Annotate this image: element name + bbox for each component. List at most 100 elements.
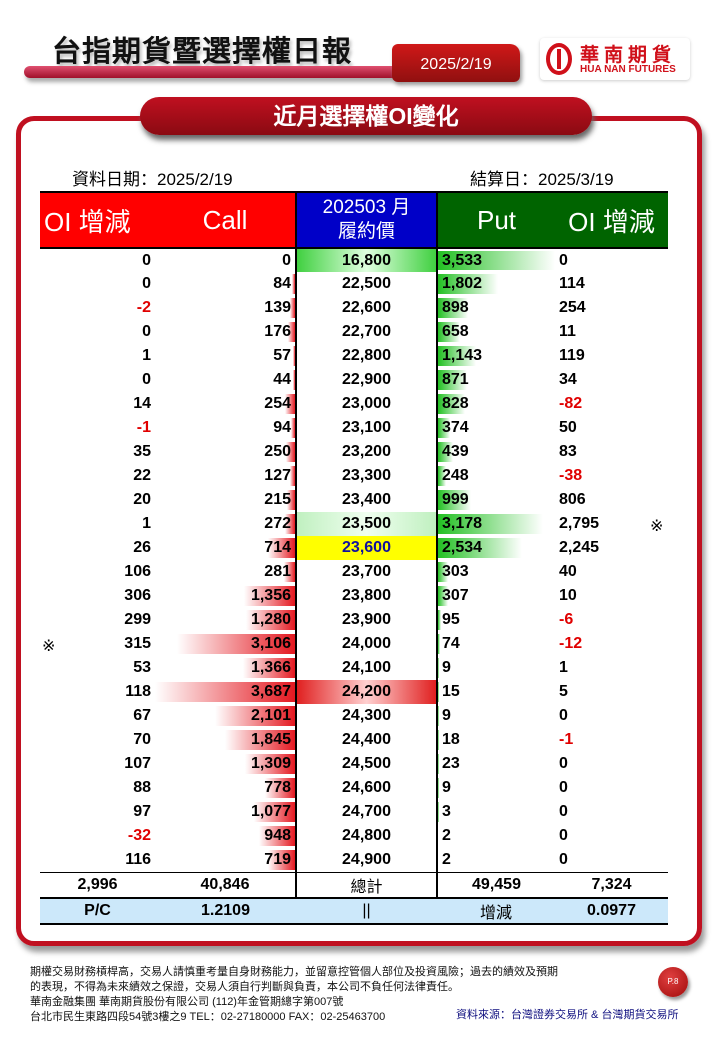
header-strike-label: 履約價 bbox=[337, 221, 395, 242]
call-oi-change: 1 bbox=[142, 515, 151, 532]
call-oi-change: -1 bbox=[136, 419, 151, 436]
call-oi-bar bbox=[286, 490, 295, 510]
call-oi-bar bbox=[291, 418, 295, 438]
put-oi-value: 2,534 bbox=[442, 539, 483, 556]
call-oi-cell: 1,309 bbox=[155, 752, 296, 776]
call-oi-change: 106 bbox=[124, 563, 151, 580]
put-oi-value: 828 bbox=[442, 395, 469, 412]
call-oi-cell: 254 bbox=[155, 392, 296, 416]
put-oi-cell: 9 bbox=[437, 776, 555, 800]
call-oi-value: 1,077 bbox=[250, 803, 291, 820]
call-oi-cell: 176 bbox=[155, 320, 296, 344]
put-oi-value: 74 bbox=[442, 635, 460, 652]
call-oi-bar bbox=[291, 274, 295, 294]
strike-price: 23,500 bbox=[295, 512, 438, 536]
total-put-oi: 7,324 bbox=[555, 871, 668, 898]
put-oi-change: 40 bbox=[559, 563, 577, 580]
totals-row: 2,996 40,846 總計 49,459 7,324 bbox=[40, 871, 668, 898]
put-oi-cell: 9 bbox=[437, 656, 555, 680]
table-row: 67 2,101 24,300 9 0 bbox=[40, 704, 668, 728]
put-oi-change: 0 bbox=[559, 827, 568, 844]
hua-nan-logo: 華南期貨 HUA NAN FUTURES bbox=[540, 38, 690, 80]
put-oi-bar bbox=[438, 634, 441, 654]
put-oi-cell: 3 bbox=[437, 800, 555, 824]
call-oi-cell: 44 bbox=[155, 368, 296, 392]
put-oi-cell: 999 bbox=[437, 488, 555, 512]
call-oi-value: 57 bbox=[273, 347, 291, 364]
put-oi-value: 95 bbox=[442, 611, 460, 628]
data-date: 資料日期：2025/2/19 bbox=[72, 170, 233, 189]
call-oi-change: 97 bbox=[133, 803, 151, 820]
put-oi-bar bbox=[438, 394, 466, 414]
put-oi-value: 1,143 bbox=[442, 347, 483, 364]
call-oi-value: 250 bbox=[264, 443, 291, 460]
put-oi-cell: 3,178 bbox=[437, 512, 555, 536]
call-oi-value: 1,280 bbox=[250, 611, 291, 628]
table-row: -32 948 24,800 2 0 bbox=[40, 824, 668, 848]
strike-price: 23,800 bbox=[295, 584, 438, 608]
table-row: 0 0 16,800 3,533 0 bbox=[40, 248, 668, 272]
table-row: 107 1,309 24,500 23 0 bbox=[40, 752, 668, 776]
call-oi-cell: 1,366 bbox=[155, 656, 296, 680]
call-oi-change: 67 bbox=[133, 707, 151, 724]
put-oi-bar bbox=[438, 370, 467, 390]
table-row: 315 3,106 24,000 74 -12 bbox=[40, 632, 668, 656]
put-oi-bar bbox=[438, 442, 453, 462]
call-oi-bar bbox=[246, 610, 295, 630]
table-row: 1 57 22,800 1,143 119 bbox=[40, 344, 668, 368]
call-oi-value: 215 bbox=[264, 491, 291, 508]
put-oi-change: 50 bbox=[559, 419, 577, 436]
report-title: 台指期貨暨選擇權日報 bbox=[52, 36, 353, 68]
table-row: 88 778 24,600 9 0 bbox=[40, 776, 668, 800]
put-oi-bar bbox=[438, 418, 451, 438]
put-oi-value: 9 bbox=[442, 659, 451, 676]
put-oi-change: 5 bbox=[559, 683, 568, 700]
header-put: Put bbox=[437, 191, 555, 249]
call-oi-bar bbox=[243, 658, 295, 678]
call-oi-change: -32 bbox=[127, 827, 151, 844]
table-row: 118 3,687 24,200 15 5 bbox=[40, 680, 668, 704]
call-oi-bar bbox=[285, 442, 295, 462]
call-oi-bar bbox=[290, 466, 295, 486]
put-oi-cell: 307 bbox=[437, 584, 555, 608]
call-oi-cell: 778 bbox=[155, 776, 296, 800]
put-oi-value: 303 bbox=[442, 563, 469, 580]
table-row: 0 44 22,900 871 34 bbox=[40, 368, 668, 392]
call-oi-cell: 3,687 bbox=[155, 680, 296, 704]
settlement-date: 結算日：2025/3/19 bbox=[470, 170, 614, 189]
put-oi-cell: 95 bbox=[437, 608, 555, 632]
strike-price: 23,700 bbox=[295, 560, 438, 584]
put-oi-bar bbox=[438, 298, 468, 318]
call-oi-change: 70 bbox=[133, 731, 151, 748]
put-oi-value: 871 bbox=[442, 371, 469, 388]
put-oi-bar bbox=[438, 274, 498, 294]
total-call-oi: 2,996 bbox=[40, 871, 155, 898]
table-row: -2 139 22,600 898 254 bbox=[40, 296, 668, 320]
call-oi-change: 53 bbox=[133, 659, 151, 676]
call-oi-change: 118 bbox=[125, 683, 151, 700]
put-oi-change: 2,245 bbox=[559, 539, 600, 556]
call-oi-cell: 94 bbox=[155, 416, 296, 440]
pc-value: 1.2109 bbox=[155, 896, 296, 925]
call-oi-change: 26 bbox=[133, 539, 151, 556]
call-oi-cell: 948 bbox=[155, 824, 296, 848]
put-oi-change: 83 bbox=[559, 443, 577, 460]
page-number-badge: P.8 bbox=[658, 967, 688, 997]
table-row: 116 719 24,900 2 0 bbox=[40, 848, 668, 872]
strike-price: 24,100 bbox=[295, 656, 438, 680]
call-oi-change: 315 bbox=[124, 635, 151, 652]
call-oi-bar bbox=[284, 562, 295, 582]
put-oi-change: 119 bbox=[559, 347, 585, 364]
put-oi-cell: 18 bbox=[437, 728, 555, 752]
call-oi-cell: 127 bbox=[155, 464, 296, 488]
table-row: 14 254 23,000 828 -82 bbox=[40, 392, 668, 416]
call-oi-change: 116 bbox=[125, 850, 151, 868]
pc-change-value: 0.0977 bbox=[555, 896, 668, 925]
strike-price: 24,700 bbox=[295, 800, 438, 824]
call-oi-value: 176 bbox=[264, 323, 291, 340]
header-call-oi: OI 增減 bbox=[40, 191, 155, 249]
put-oi-bar bbox=[438, 490, 472, 510]
put-oi-bar bbox=[438, 322, 460, 342]
call-oi-bar bbox=[177, 634, 295, 654]
put-oi-value: 9 bbox=[442, 779, 451, 796]
